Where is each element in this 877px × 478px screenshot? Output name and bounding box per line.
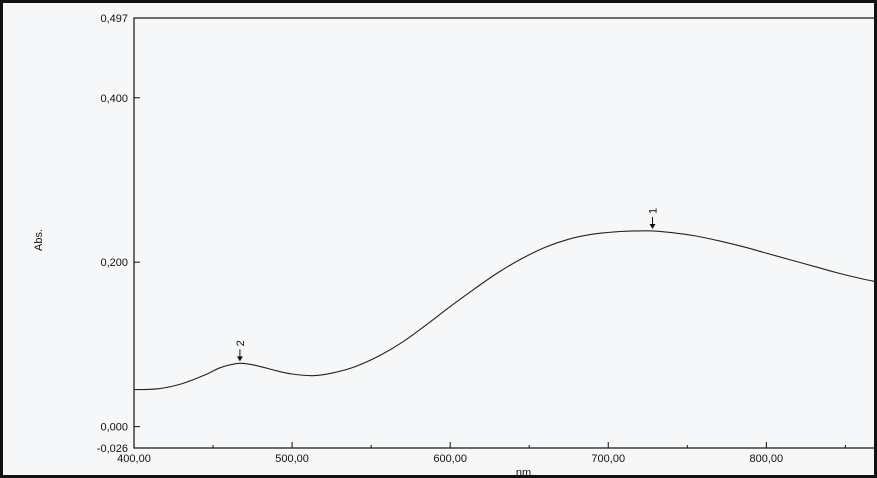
peak-annotations: 12 xyxy=(235,208,660,362)
x-tick-label: 600,00 xyxy=(433,453,467,465)
x-tick-label: 800,00 xyxy=(750,453,784,465)
y-tick-label: 0,000 xyxy=(100,422,128,434)
peak-arrow-head xyxy=(649,223,656,229)
y-axis-ticks: 0,497 0,400 0,200 0,000 -0,026 xyxy=(97,13,140,455)
y-tick-label: 0,200 xyxy=(100,257,128,269)
y-tick-label: -0,026 xyxy=(97,443,128,455)
peak-arrow-head xyxy=(236,356,243,362)
plot-area-border xyxy=(133,17,877,449)
x-axis-title: nm. xyxy=(516,467,534,478)
x-tick-label: 700,00 xyxy=(591,453,625,465)
peak-label: 1 xyxy=(648,208,660,214)
x-tick-label: 500,00 xyxy=(275,453,309,465)
y-tick-label: 0,497 xyxy=(100,13,128,25)
y-tick-label: 0,400 xyxy=(100,93,128,105)
x-axis-ticks: 400,00 500,00 600,00 700,00 800,00 xyxy=(117,442,846,465)
x-tick-label: 400,00 xyxy=(117,453,151,465)
y-axis-title: Abs. xyxy=(33,229,45,251)
absorbance-series-line xyxy=(133,230,877,391)
peak-label: 2 xyxy=(235,340,247,346)
